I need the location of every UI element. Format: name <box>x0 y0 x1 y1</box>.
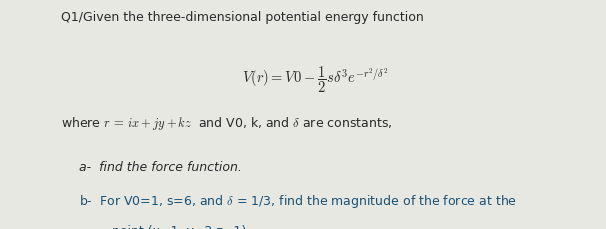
Text: $V(r) = V0 - \dfrac{1}{2}s\delta^3 e^{-r^2/\delta^2}$: $V(r) = V0 - \dfrac{1}{2}s\delta^3 e^{-r… <box>242 64 388 95</box>
Text: point (x=1, y=2,z=1).: point (x=1, y=2,z=1). <box>112 224 250 229</box>
Text: b-  For V0=1, s=6, and $\delta$ = 1/3, find the magnitude of the force at the: b- For V0=1, s=6, and $\delta$ = 1/3, fi… <box>79 192 517 209</box>
Text: Q1/Given the three-dimensional potential energy function: Q1/Given the three-dimensional potential… <box>61 11 424 25</box>
Text: where $r\, =\, ix + jy + kz$  and V0, k, and $\delta$ are constants,: where $r\, =\, ix + jy + kz$ and V0, k, … <box>61 114 392 131</box>
Text: a-  find the force function.: a- find the force function. <box>79 160 242 173</box>
